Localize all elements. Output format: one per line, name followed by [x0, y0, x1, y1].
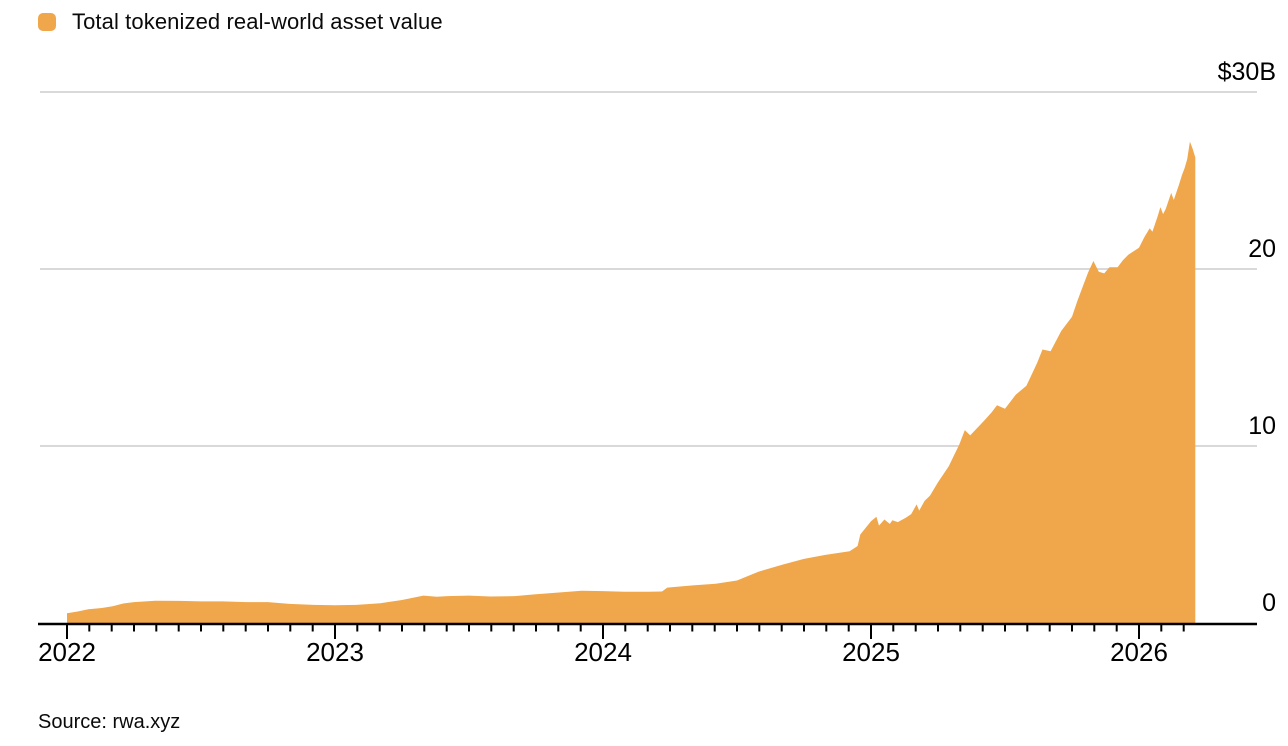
y-axis-label: $30B: [1218, 58, 1276, 86]
x-axis-year-label: 2023: [306, 637, 364, 667]
y-axis-label: 0: [1262, 589, 1276, 617]
source-label: Source: rwa.xyz: [38, 711, 181, 733]
x-axis-year-label: 2024: [574, 637, 632, 667]
legend-label: Total tokenized real-world asset value: [72, 9, 443, 34]
area-series: [67, 141, 1196, 623]
x-axis-year-label: 2026: [1110, 637, 1168, 667]
y-axis-label: 20: [1248, 235, 1276, 263]
x-axis-year-label: 2022: [38, 637, 96, 667]
chart-legend: Total tokenized real-world asset value: [38, 10, 443, 34]
legend-swatch-icon: [38, 13, 56, 31]
y-axis-label: 10: [1248, 412, 1276, 440]
x-axis-year-label: 2025: [842, 637, 900, 667]
